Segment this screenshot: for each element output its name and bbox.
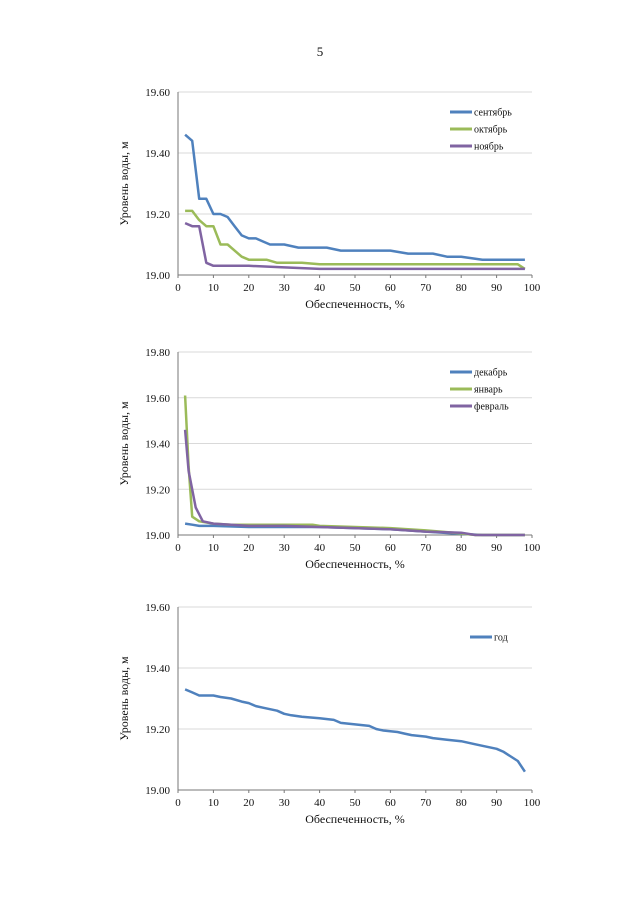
y-tick-label: 19.40 <box>145 439 170 451</box>
x-axis-label: Обеспеченность, % <box>305 297 405 311</box>
x-axis-label: Обеспеченность, % <box>305 557 405 571</box>
legend-label: октябрь <box>474 125 508 136</box>
x-tick-label: 60 <box>385 282 397 294</box>
x-tick-label: 40 <box>314 542 326 554</box>
y-tick-label: 19.20 <box>145 209 170 221</box>
legend-label: февраль <box>474 402 509 413</box>
x-tick-label: 80 <box>456 282 468 294</box>
x-tick-label: 90 <box>491 797 503 809</box>
y-axis-label: Уровень воды, м <box>117 401 131 486</box>
x-tick-label: 90 <box>491 542 503 554</box>
x-tick-label: 20 <box>243 282 255 294</box>
x-tick-label: 80 <box>456 797 468 809</box>
y-axis-label: Уровень воды, м <box>117 141 131 226</box>
x-tick-label: 100 <box>524 797 541 809</box>
x-tick-label: 10 <box>208 542 220 554</box>
legend-label: декабрь <box>474 368 508 379</box>
x-tick-label: 0 <box>175 797 181 809</box>
chart-top: 19.00 19.20 19.40 19.60 0 10 20 30 40 50 60 70 80 90 1… <box>117 87 541 311</box>
chart-middle: 19.00 19.20 19.40 19.60 19.80 0 10 20 30 40 50 60 70… <box>117 347 541 571</box>
x-tick-label: 100 <box>524 542 541 554</box>
x-axis-label: Обеспеченность, % <box>305 812 405 826</box>
x-tick-label: 50 <box>350 542 362 554</box>
x-tick-label: 40 <box>314 797 326 809</box>
x-tick-label: 0 <box>175 282 181 294</box>
x-tick-label: 60 <box>385 542 397 554</box>
x-tick-label: 50 <box>350 797 362 809</box>
chart-bottom: 19.00 19.20 19.40 19.60 0 10 20 30 40 50 60 70 80 90 1… <box>117 602 541 826</box>
x-tick-label: 70 <box>420 542 432 554</box>
series-line-октябрь <box>185 209 526 270</box>
x-tick-label: 50 <box>350 282 362 294</box>
x-tick-label: 10 <box>208 282 220 294</box>
y-tick-label: 19.20 <box>145 484 170 496</box>
x-tick-label: 0 <box>175 542 181 554</box>
y-tick-label: 19.60 <box>145 87 170 99</box>
x-tick-label: 30 <box>279 282 291 294</box>
legend-label: сентябрь <box>474 108 512 119</box>
y-tick-label: 19.60 <box>145 393 170 405</box>
y-tick-label: 19.40 <box>145 663 170 675</box>
x-tick-label: 70 <box>420 282 432 294</box>
series-line-сентябрь <box>184 133 525 261</box>
series-line-год <box>184 688 526 773</box>
y-tick-label: 19.40 <box>145 148 170 160</box>
x-tick-label: 70 <box>420 797 432 809</box>
series-line-январь <box>183 395 525 537</box>
y-tick-label: 19.20 <box>145 724 170 736</box>
x-tick-label: 20 <box>243 542 255 554</box>
y-tick-label: 19.80 <box>145 347 170 359</box>
legend-label: год <box>494 633 508 644</box>
x-tick-label: 90 <box>491 282 503 294</box>
y-tick-label: 19.60 <box>145 602 170 614</box>
page-number: 5 <box>316 44 324 59</box>
legend-label: январь <box>474 385 503 396</box>
x-tick-label: 100 <box>524 282 541 294</box>
series-line-ноябрь <box>184 221 525 271</box>
legend-label: ноябрь <box>474 142 504 153</box>
x-tick-label: 40 <box>314 282 326 294</box>
y-tick-label: 19.00 <box>145 530 170 542</box>
y-tick-label: 19.00 <box>145 785 170 797</box>
y-axis-label: Уровень воды, м <box>117 656 131 741</box>
x-tick-label: 20 <box>243 797 255 809</box>
x-tick-label: 30 <box>279 542 291 554</box>
x-tick-label: 60 <box>385 797 397 809</box>
x-tick-label: 80 <box>456 542 468 554</box>
x-tick-label: 10 <box>208 797 220 809</box>
y-tick-label: 19.00 <box>145 270 170 282</box>
x-tick-label: 30 <box>279 797 291 809</box>
series-line-февраль <box>183 429 525 537</box>
